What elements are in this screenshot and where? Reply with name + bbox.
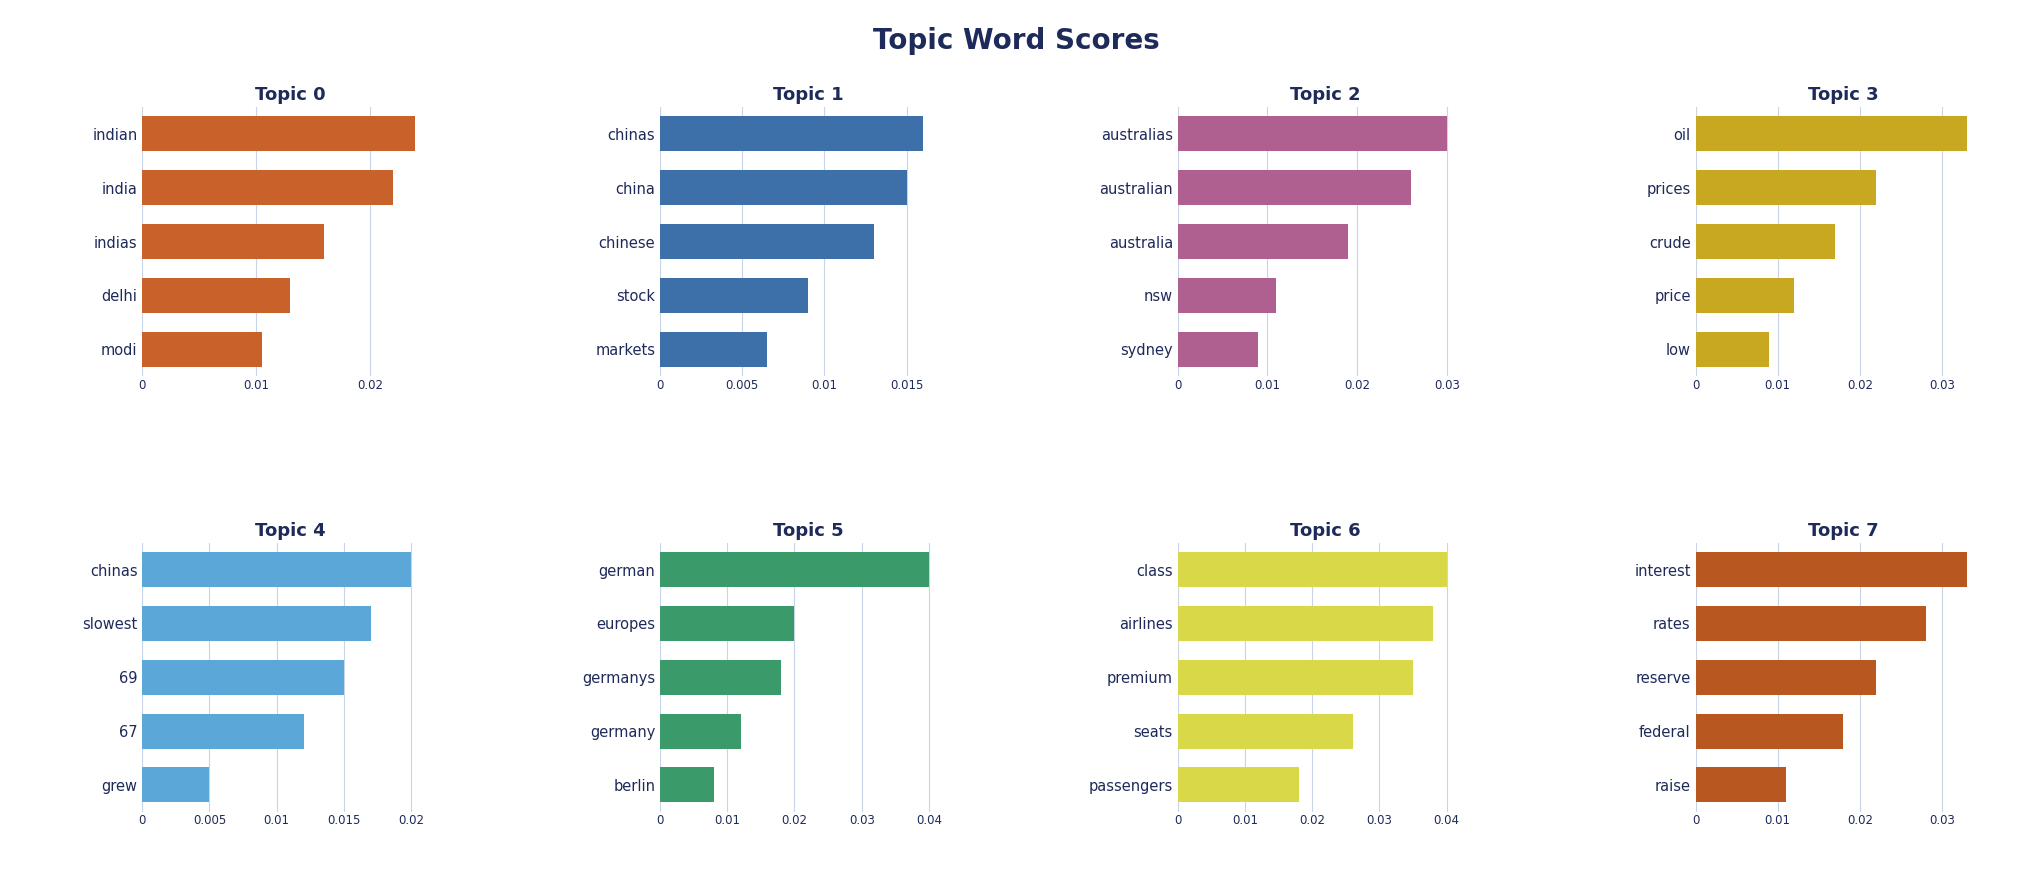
Bar bbox=[660, 224, 874, 259]
Bar bbox=[1695, 660, 1876, 695]
Bar bbox=[1179, 332, 1258, 367]
Bar bbox=[1179, 606, 1433, 641]
Bar bbox=[142, 714, 303, 748]
Bar bbox=[142, 224, 325, 259]
Bar bbox=[1179, 767, 1298, 802]
Bar bbox=[1179, 552, 1447, 587]
Bar bbox=[660, 277, 809, 313]
Bar bbox=[660, 660, 780, 695]
Text: Topic Word Scores: Topic Word Scores bbox=[872, 27, 1160, 54]
Bar bbox=[1179, 117, 1447, 152]
Bar bbox=[1179, 660, 1412, 695]
Bar bbox=[660, 552, 929, 587]
Bar bbox=[1695, 332, 1770, 367]
Title: Topic 7: Topic 7 bbox=[1808, 522, 1880, 540]
Bar bbox=[660, 170, 906, 205]
Bar bbox=[1695, 714, 1843, 748]
Title: Topic 1: Topic 1 bbox=[772, 87, 843, 104]
Bar bbox=[660, 714, 742, 748]
Bar bbox=[142, 117, 415, 152]
Bar bbox=[142, 170, 392, 205]
Bar bbox=[1695, 224, 1835, 259]
Title: Topic 5: Topic 5 bbox=[772, 522, 843, 540]
Bar bbox=[660, 767, 713, 802]
Title: Topic 3: Topic 3 bbox=[1808, 87, 1880, 104]
Bar bbox=[660, 117, 923, 152]
Bar bbox=[142, 332, 262, 367]
Title: Topic 4: Topic 4 bbox=[254, 522, 325, 540]
Bar bbox=[1695, 117, 1967, 152]
Bar bbox=[1695, 767, 1786, 802]
Bar bbox=[142, 552, 410, 587]
Title: Topic 2: Topic 2 bbox=[1290, 87, 1361, 104]
Bar bbox=[1695, 170, 1876, 205]
Bar bbox=[1179, 714, 1353, 748]
Bar bbox=[142, 767, 209, 802]
Bar bbox=[142, 660, 343, 695]
Bar bbox=[660, 606, 795, 641]
Bar bbox=[142, 606, 372, 641]
Bar bbox=[1695, 606, 1926, 641]
Bar bbox=[660, 332, 766, 367]
Bar bbox=[1179, 277, 1276, 313]
Bar bbox=[142, 277, 291, 313]
Title: Topic 6: Topic 6 bbox=[1290, 522, 1361, 540]
Title: Topic 0: Topic 0 bbox=[254, 87, 325, 104]
Bar bbox=[1179, 170, 1410, 205]
Bar bbox=[1695, 552, 1967, 587]
Bar bbox=[1179, 224, 1347, 259]
Bar bbox=[1695, 277, 1794, 313]
